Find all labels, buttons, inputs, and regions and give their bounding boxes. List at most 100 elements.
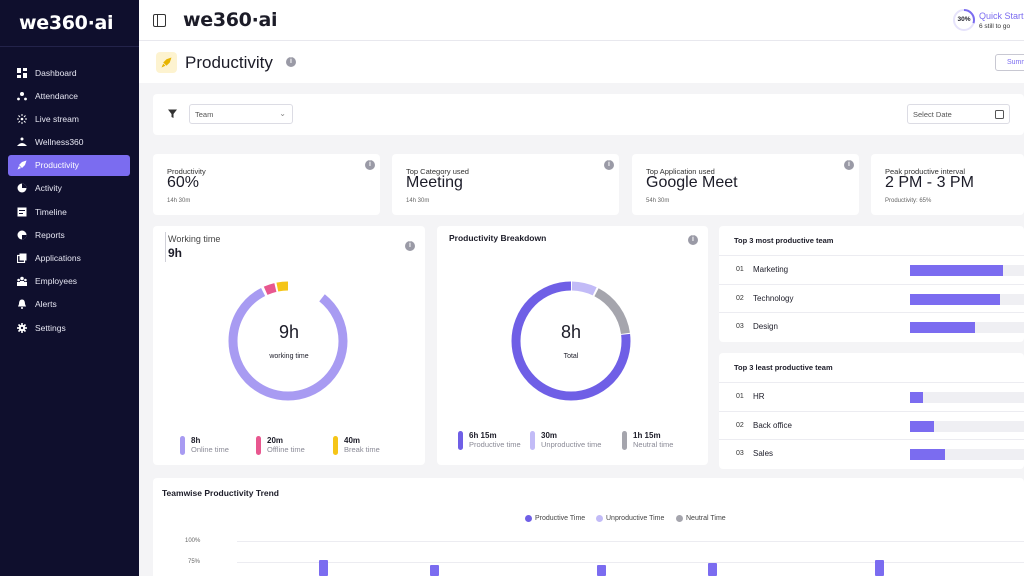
sidebar-toggle-icon[interactable] — [153, 14, 166, 27]
page-header: Productivity i Summ — [139, 41, 1024, 83]
team-row[interactable]: 03 Sales — [719, 439, 1024, 467]
legend-color — [622, 431, 627, 450]
legend-label: Offline time — [267, 445, 305, 454]
trend-legend-neutral: Neutral Time — [676, 515, 726, 522]
stat-label: Top Category used — [406, 167, 469, 176]
sidebar-nav: Dashboard Attendance Live stream Wellnes… — [8, 62, 130, 340]
stat-sub: 54h 30m — [646, 198, 670, 204]
trend-bar[interactable] — [430, 565, 439, 576]
sidebar-item-label: Alerts — [35, 299, 57, 310]
legend-value: 1h 15m — [633, 431, 661, 440]
team-rank: 03 — [736, 323, 744, 330]
team-select[interactable]: Team ⌄ — [189, 104, 293, 124]
sidebar-item-dashboard[interactable]: Dashboard — [8, 62, 130, 83]
legend-color — [333, 436, 338, 455]
info-icon[interactable]: i — [405, 241, 415, 251]
donut-center-value: 9h — [278, 322, 300, 342]
progress-ring — [953, 9, 975, 31]
trend-bar[interactable] — [597, 565, 606, 576]
legend-color — [256, 436, 261, 455]
stat-label: Productivity — [167, 167, 206, 176]
legend-color — [530, 431, 535, 450]
trend-bar[interactable] — [319, 560, 328, 576]
people-icon — [16, 90, 27, 101]
sidebar-divider — [0, 46, 139, 47]
stat-card-productivity: Productivity 60% 14h 30m i — [153, 154, 380, 215]
quick-start-title[interactable]: Quick Start — [979, 11, 1024, 21]
team-row[interactable]: 02 Back office — [719, 411, 1024, 439]
sidebar-item-applications[interactable]: Applications — [8, 248, 130, 269]
team-name: Design — [753, 322, 778, 331]
quick-start-subtitle: 6 still to go — [979, 23, 1011, 30]
sidebar-item-reports[interactable]: Reports — [8, 224, 130, 245]
team-bar-fill — [910, 322, 975, 333]
sidebar-item-wellness360[interactable]: Wellness360 — [8, 132, 130, 153]
broadcast-icon — [16, 113, 27, 124]
chevron-down-icon: ⌄ — [279, 109, 286, 118]
sidebar-item-attendance[interactable]: Attendance — [8, 85, 130, 106]
sidebar-item-productivity[interactable]: Productivity — [8, 154, 130, 176]
team-bar-fill — [910, 392, 923, 403]
stat-value: 60% — [167, 174, 200, 191]
trend-legend-productive: Productive Time — [525, 515, 585, 522]
working-time-value: 9h — [168, 246, 183, 260]
team-name: Marketing — [753, 265, 789, 274]
sidebar-logo[interactable]: we360·ai — [19, 12, 114, 34]
panel-accent-line — [165, 232, 166, 262]
team-row[interactable]: 01 Marketing — [719, 255, 1024, 283]
top-bar: we360·ai 30% Quick Start 6 still to go — [139, 0, 1024, 41]
panel-title: Working time — [168, 234, 221, 244]
team-row[interactable]: 03 Design — [719, 312, 1024, 340]
stat-sub: 14h 30m — [406, 198, 430, 204]
wellness-icon — [16, 137, 27, 148]
legend-color — [180, 436, 185, 455]
reports-icon — [16, 229, 27, 240]
filter-icon[interactable] — [168, 109, 178, 119]
info-icon[interactable]: i — [688, 235, 698, 245]
sidebar-item-label: Employees — [35, 276, 78, 287]
y-tick-label: 75% — [188, 559, 201, 565]
quick-start-widget[interactable]: 30% Quick Start 6 still to go — [952, 8, 1024, 34]
stat-value: Google Meet — [646, 174, 738, 191]
gear-icon — [16, 322, 27, 333]
team-bar-fill — [910, 421, 934, 432]
legend-label: Neutral Time — [686, 515, 726, 522]
team-row[interactable]: 02 Technology — [719, 284, 1024, 312]
legend-color — [458, 431, 463, 450]
bell-icon — [16, 299, 27, 310]
sidebar-item-alerts[interactable]: Alerts — [8, 294, 130, 315]
header-logo[interactable]: we360·ai — [183, 9, 278, 31]
panel-title: Teamwise Productivity Trend — [162, 488, 279, 498]
breakdown-donut — [511, 281, 631, 401]
info-icon[interactable]: i — [844, 160, 854, 170]
legend-label: Unproductive Time — [606, 515, 665, 522]
trend-bar[interactable] — [708, 563, 717, 576]
date-picker[interactable]: Select Date — [907, 104, 1010, 124]
stat-card-top-application: Top Application used Google Meet 54h 30m… — [632, 154, 859, 215]
rocket-icon — [16, 160, 27, 171]
legend-value: 20m — [267, 436, 284, 445]
sidebar: we360·ai Dashboard Attendance Live strea… — [0, 0, 139, 576]
sidebar-item-timeline[interactable]: Timeline — [8, 201, 130, 222]
sidebar-item-live-stream[interactable]: Live stream — [8, 108, 130, 129]
sidebar-item-employees[interactable]: Employees — [8, 271, 130, 292]
trend-bar[interactable] — [875, 560, 884, 576]
legend-productive: 6h 15m Productive time — [458, 431, 531, 450]
team-row[interactable]: 01 HR — [719, 382, 1024, 410]
info-icon[interactable]: i — [286, 57, 296, 67]
sidebar-item-label: Applications — [35, 253, 81, 263]
sidebar-item-settings[interactable]: Settings — [8, 317, 130, 338]
donut-center-label: working time — [269, 353, 309, 360]
legend-value: 8h — [191, 436, 201, 445]
team-bar-track — [910, 322, 1024, 333]
legend-dot — [676, 515, 683, 522]
legend-online: 8h Online time — [180, 436, 229, 455]
sidebar-item-activity[interactable]: Activity — [8, 178, 130, 199]
info-icon[interactable]: i — [365, 160, 375, 170]
sidebar-item-label: Timeline — [35, 206, 67, 217]
summary-button[interactable]: Summ — [995, 54, 1024, 71]
info-icon[interactable]: i — [604, 160, 614, 170]
legend-offline: 20m Offline time — [256, 436, 305, 455]
legend-label: Unproductive time — [541, 440, 602, 449]
sidebar-item-label: Wellness360 — [35, 137, 84, 148]
